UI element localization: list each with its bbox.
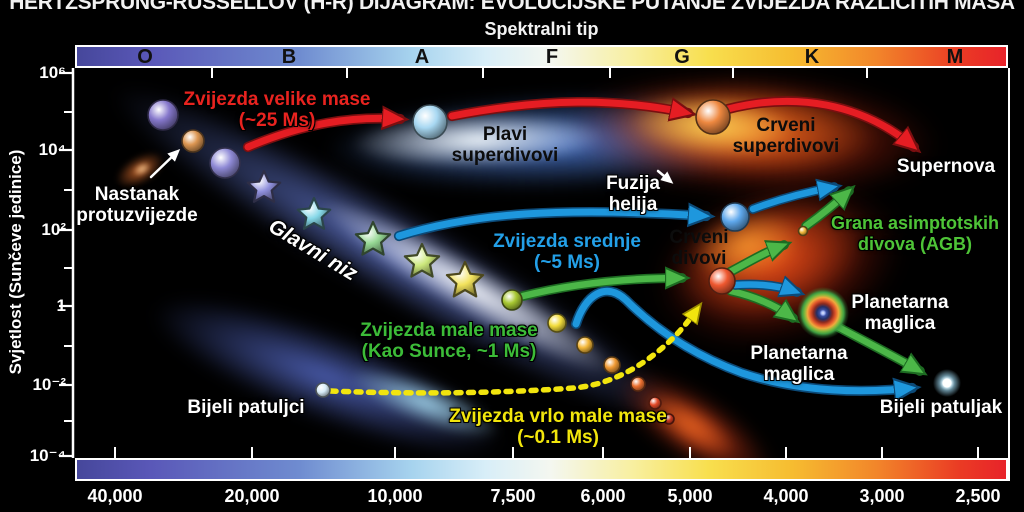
supernova-label: Supernova bbox=[896, 156, 996, 177]
helium-fusion-label: Fuzija helija bbox=[606, 173, 660, 215]
spectral-class-F: F bbox=[545, 46, 559, 68]
protostar-sphere bbox=[181, 129, 205, 153]
track-1ms-to-red-giant bbox=[519, 278, 682, 300]
white-dwarf-graphic-core bbox=[942, 378, 952, 388]
track-to-agb-green bbox=[802, 191, 849, 230]
temperature-bar bbox=[75, 458, 1008, 481]
ms-dot-orange1 bbox=[576, 336, 594, 354]
track-5ms-to-helium-fusion bbox=[395, 212, 706, 240]
x-tick-label-40000: 40,000 bbox=[87, 486, 143, 506]
stars bbox=[147, 99, 961, 425]
x-tick-label-2500: 2,500 bbox=[955, 486, 1001, 506]
track-red-giant-to-nebula-blue bbox=[731, 284, 797, 292]
track-very-low-mass-dotted bbox=[328, 308, 698, 396]
protostar-label: Nastanak protuzvijezde bbox=[76, 184, 198, 226]
track-red-giant-to-nebula-green bbox=[727, 287, 793, 318]
helium-fusion-pointer bbox=[656, 169, 670, 181]
x-tick-label-5000: 5,000 bbox=[667, 486, 713, 506]
ms-dot-redorange bbox=[630, 376, 646, 392]
axes bbox=[59, 68, 1010, 481]
spectral-class-G: G bbox=[674, 46, 690, 68]
track-high-mass-start bbox=[244, 118, 400, 151]
blue-supergiants-label: Plavi superdivovi bbox=[451, 124, 559, 166]
dotted-track-start-dot bbox=[315, 382, 331, 398]
ms-star-yellow bbox=[445, 260, 485, 298]
ms-star-yellowgreen bbox=[403, 242, 441, 278]
spectral-class-M: M bbox=[946, 46, 964, 68]
planetary-nebula-graphic bbox=[797, 287, 849, 339]
protostar-pointer-arrow bbox=[149, 152, 177, 179]
track-helium-to-agb-blue bbox=[749, 187, 834, 213]
track-nebula-to-white-dwarf-green bbox=[834, 323, 920, 371]
y-axis-title: Svjetlost (Sunčeve jedinice) bbox=[6, 149, 25, 375]
ms-dot-orange2 bbox=[603, 356, 621, 374]
ms-star-green bbox=[354, 220, 392, 256]
x-tick-label-4000: 4,000 bbox=[763, 486, 809, 506]
red-giant-sphere bbox=[708, 267, 736, 295]
page-title: HERTZSPRUNG-RUSSELLOV (H-R) DIJAGRAM: EV… bbox=[9, 0, 1015, 14]
y-tick-label-10⁻²: 10⁻² bbox=[32, 375, 66, 394]
track-swoop-to-white-dwarf-blue bbox=[572, 287, 912, 390]
spectral-class-K: K bbox=[804, 46, 820, 68]
evolutionary-tracks bbox=[149, 96, 920, 396]
agb-label: Grana asimptotskih divova (AGB) bbox=[830, 213, 1000, 254]
spectral-class-A: A bbox=[414, 46, 430, 68]
red-supergiant-sphere bbox=[695, 99, 731, 135]
white-dwarfs-label: Bijeli patuljci bbox=[187, 397, 305, 418]
helium-fusion-sphere bbox=[720, 202, 750, 232]
ms-dot-yellow bbox=[547, 313, 567, 333]
y-tick-label-10⁶: 10⁶ bbox=[39, 63, 66, 82]
ms-dot-red bbox=[648, 396, 662, 410]
y-tick-label-1: 1 bbox=[56, 296, 66, 315]
blue-supergiant-sphere bbox=[412, 104, 448, 140]
planetary-nebula-label-lower: Planetarna maglica bbox=[750, 343, 848, 385]
track-red-giant-up-green bbox=[726, 245, 784, 276]
red-supergiants-label: Crveni superdivovi bbox=[732, 115, 840, 157]
spectral-class-B: B bbox=[281, 46, 297, 68]
agb-dot bbox=[797, 225, 809, 237]
high-mass-star-label: Zvijezda velike mase (~25 Ms) bbox=[183, 89, 371, 131]
track-blue-to-red-supergiant bbox=[448, 102, 688, 116]
spectral-class-O: O bbox=[137, 46, 153, 68]
y-tick-label-10⁻⁴: 10⁻⁴ bbox=[29, 446, 66, 465]
x-tick-label-20000: 20,000 bbox=[224, 486, 280, 506]
sun-like-star bbox=[501, 289, 523, 311]
very-low-mass-star-label: Zvijezda vrlo male mase (~0.1 Ms) bbox=[449, 406, 667, 448]
ms-star-purple bbox=[246, 169, 282, 203]
ms-dot-red-faint bbox=[663, 413, 675, 425]
x-tick-label-6000: 6,000 bbox=[580, 486, 626, 506]
medium-mass-star-label: Zvijezda srednje (~5 Ms) bbox=[493, 231, 641, 273]
o-star-sphere bbox=[147, 99, 179, 131]
red-giants-label: Crveni divovi bbox=[669, 227, 729, 269]
planetary-nebula-label-upper: Planetarna maglica bbox=[851, 292, 949, 334]
b-star-sphere bbox=[209, 147, 241, 179]
ms-star-cyan bbox=[296, 196, 332, 230]
x-tick-label-7500: 7,500 bbox=[490, 486, 536, 506]
x-tick-label-10000: 10,000 bbox=[367, 486, 423, 506]
spectral-type-label: Spektralni tip bbox=[484, 19, 599, 39]
y-tick-label-10⁴: 10⁴ bbox=[38, 140, 66, 159]
white-dwarf-label: Bijeli patuljak bbox=[879, 397, 1003, 418]
x-tick-label-3000: 3,000 bbox=[859, 486, 905, 506]
y-tick-label-10²: 10² bbox=[41, 220, 66, 239]
low-mass-star-label: Zvijezda male mase (Kao Sunce, ~1 Ms) bbox=[360, 320, 538, 362]
track-red-supergiant-to-supernova bbox=[724, 97, 914, 147]
